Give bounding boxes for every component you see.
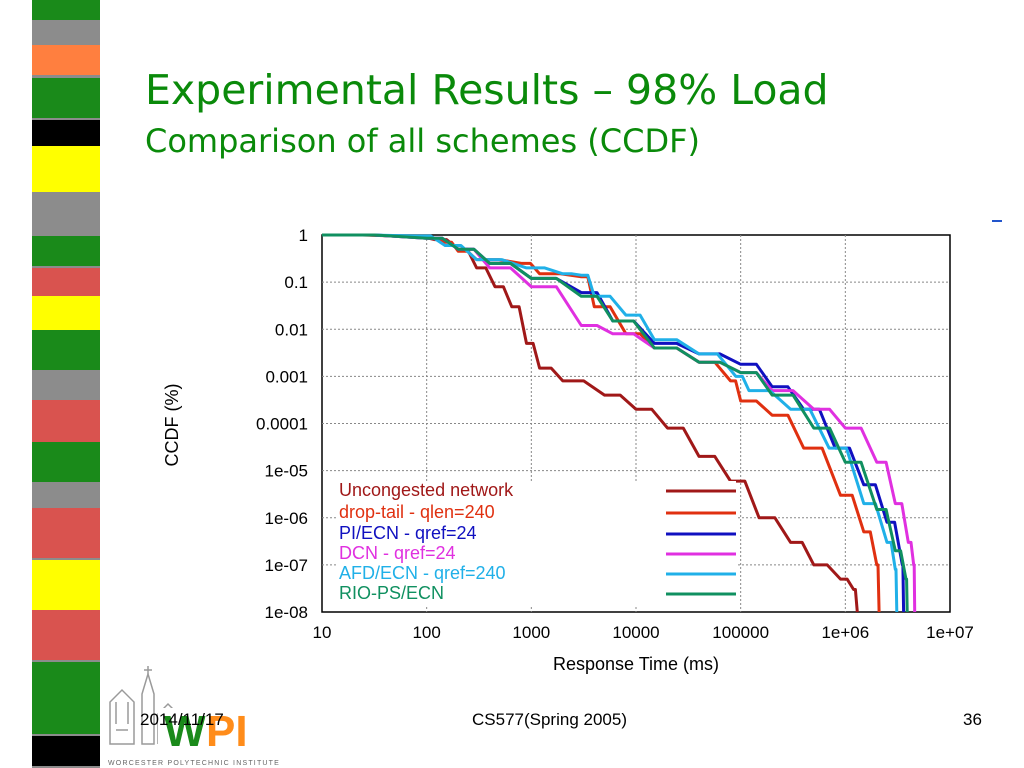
y-axis-label: CCDF (%) — [162, 384, 182, 467]
logo-caption: WORCESTER POLYTECHNIC INSTITUTE — [108, 760, 280, 767]
decorative-color-stripe — [32, 0, 100, 768]
y-tick-label: 1e-05 — [265, 462, 308, 481]
chart-ticks: 10 100 1000 10000 100000 1e+06 1e+07 1 0.1 0.01 0.… — [256, 226, 974, 642]
stripe-block — [32, 0, 100, 20]
legend-label: RIO-PS/ECN — [339, 583, 444, 603]
footer-course: CS577(Spring 2005) — [472, 710, 627, 729]
stripe-block — [32, 268, 100, 298]
y-tick-label: 1 — [299, 226, 308, 245]
x-tick-label: 1e+06 — [821, 623, 869, 642]
footer-page-number: 36 — [963, 710, 982, 729]
stripe-block — [32, 45, 100, 75]
stripe-block — [32, 120, 100, 146]
x-tick-label: 1e+07 — [926, 623, 974, 642]
series-line-1 — [322, 233, 881, 613]
footer-date: 2014/11/17 — [140, 710, 224, 729]
chart-series-group — [322, 233, 917, 613]
y-tick-label: 1e-08 — [265, 603, 308, 622]
series-line-4 — [322, 233, 899, 613]
logo-pi: PI — [206, 707, 248, 756]
legend-bg-1 — [336, 503, 736, 524]
x-tick-label: 100000 — [712, 623, 769, 642]
legend-label: drop-tail - qlen=240 — [339, 502, 495, 522]
wpi-logo: W PI WORCESTER POLYTECHNIC INSTITUTE — [108, 666, 282, 767]
x-tick-label: 1000 — [512, 623, 550, 642]
x-tick-label: 100 — [412, 623, 440, 642]
stripe-block — [32, 146, 100, 192]
legend-bg-0 — [336, 481, 736, 502]
x-tick-label: 10000 — [612, 623, 659, 642]
stripe-block — [32, 296, 100, 330]
legend-label: DCN - qref=24 — [339, 543, 456, 563]
stripe-block — [32, 662, 100, 734]
stripe-block — [32, 610, 100, 660]
slide-subtitle: Comparison of all schemes (CCDF) — [145, 122, 700, 160]
wpi-logo-wordmark: W PI — [158, 707, 282, 756]
y-tick-label: 1e-07 — [265, 556, 308, 575]
stripe-block — [32, 560, 100, 610]
y-tick-label: 0.001 — [265, 367, 308, 386]
stripe-block — [32, 736, 100, 766]
y-tick-label: 0.0001 — [256, 415, 308, 434]
stripe-block — [32, 400, 100, 442]
legend-label: PI/ECN - qref=24 — [339, 523, 477, 543]
legend-label: Uncongested network — [339, 480, 514, 500]
y-tick-label: 0.01 — [275, 320, 308, 339]
x-tick-label: 10 — [313, 623, 332, 642]
stripe-block — [32, 330, 100, 370]
y-tick-label: 0.1 — [284, 273, 308, 292]
legend-label: AFD/ECN - qref=240 — [339, 563, 506, 583]
stripe-block — [32, 78, 100, 118]
legend-bg-5 — [336, 584, 736, 605]
slide-title: Experimental Results – 98% Load — [145, 66, 829, 114]
legend-bg-4 — [336, 564, 736, 585]
legend-bg-3 — [336, 544, 736, 565]
y-tick-label: 1e-06 — [265, 509, 308, 528]
decorative-dash — [992, 220, 1002, 222]
legend-bg-2 — [336, 524, 736, 545]
series-line-5 — [322, 233, 909, 613]
stripe-block — [32, 236, 100, 266]
stripe-block — [32, 442, 100, 482]
logo-w: W — [164, 707, 206, 756]
x-axis-label: Response Time (ms) — [553, 654, 719, 674]
stripe-block — [32, 508, 100, 558]
